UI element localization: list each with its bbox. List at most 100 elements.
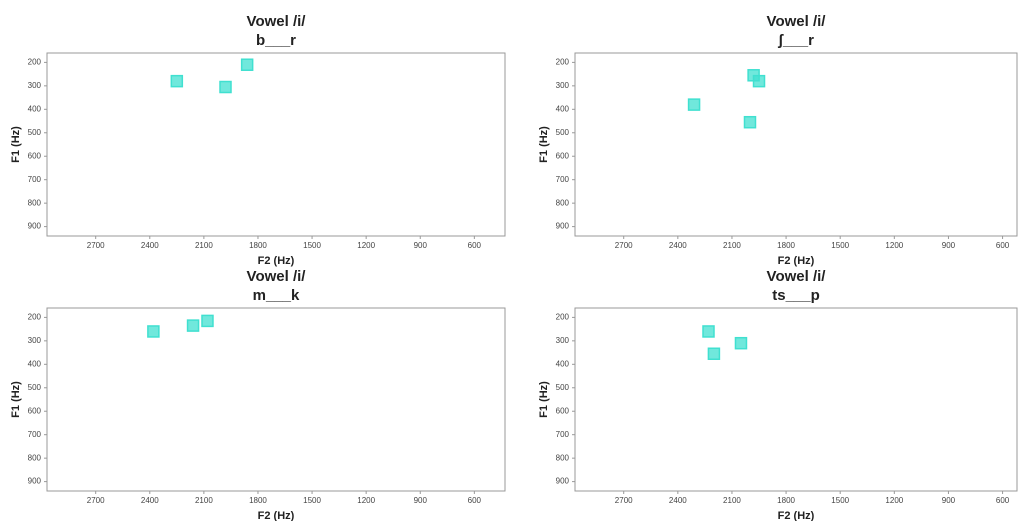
x-tick-label: 2100 (723, 241, 741, 250)
x-tick-label: 2700 (87, 496, 105, 505)
y-tick-label: 500 (28, 383, 42, 392)
y-tick-label: 800 (556, 198, 570, 207)
x-tick-label: 600 (468, 241, 482, 250)
chart-panel: Vowel /i/m___k 200 300 400 500 600 700 800 900 27… (10, 268, 506, 521)
x-tick-label: 1800 (777, 241, 795, 250)
y-axis-label: F1 (Hz) (10, 381, 22, 418)
x-tick-label: 1200 (357, 496, 375, 505)
x-tick-label: 900 (414, 496, 428, 505)
y-tick-label: 200 (556, 57, 570, 66)
x-tick-label: 1800 (777, 496, 795, 505)
chart-subtitle: b___r (256, 32, 296, 49)
point (702, 325, 715, 338)
y-tick-label: 900 (28, 477, 42, 486)
x-tick-label: 1500 (831, 496, 849, 505)
point (734, 336, 748, 350)
y-tick-label: 400 (28, 104, 42, 113)
y-tick-label: 700 (28, 430, 42, 439)
y-tick-label: 300 (28, 81, 42, 90)
y-tick-label: 500 (556, 383, 570, 392)
y-tick-label: 800 (28, 198, 42, 207)
x-tick-label: 2700 (87, 241, 105, 250)
x-tick-label: 900 (414, 241, 428, 250)
point (240, 58, 254, 71)
chart-subtitle: ʃ___r (777, 32, 814, 49)
x-tick-label: 1200 (357, 241, 375, 250)
x-tick-label: 1500 (303, 241, 321, 250)
x-tick-label: 1500 (303, 496, 321, 505)
point (170, 74, 184, 88)
x-tick-label: 2100 (723, 496, 741, 505)
chart-subtitle: ts___p (772, 287, 820, 304)
x-tick-label: 1800 (249, 496, 267, 505)
x-tick-label: 2100 (195, 496, 213, 505)
y-tick-label: 900 (556, 477, 570, 486)
y-axis-label: F1 (Hz) (538, 126, 550, 163)
x-tick-label: 1500 (831, 241, 849, 250)
y-tick-label: 800 (28, 453, 42, 462)
y-tick-label: 900 (28, 222, 42, 231)
x-tick-label: 2400 (141, 496, 159, 505)
y-tick-label: 500 (28, 128, 42, 137)
x-tick-label: 1800 (249, 241, 267, 250)
x-tick-label: 2400 (669, 496, 687, 505)
chart-panel: Vowel /i/ts___p 200 300 400 500 600 700 800 900 2… (538, 268, 1018, 521)
y-tick-label: 600 (28, 151, 42, 160)
point (201, 314, 214, 328)
plot-area (574, 307, 1018, 492)
y-tick-label: 600 (556, 406, 570, 415)
y-tick-label: 700 (556, 175, 570, 184)
point (752, 74, 766, 88)
point (743, 115, 757, 129)
y-tick-label: 300 (556, 336, 570, 345)
x-tick-label: 600 (996, 496, 1010, 505)
x-tick-label: 2400 (669, 241, 687, 250)
y-tick-label: 200 (28, 312, 42, 321)
x-tick-label: 1200 (885, 496, 903, 505)
x-tick-label: 2100 (195, 241, 213, 250)
point (147, 325, 160, 338)
x-tick-label: 2400 (141, 241, 159, 250)
point (707, 347, 721, 360)
y-tick-label: 200 (556, 312, 570, 321)
plot-area (46, 307, 506, 492)
y-tick-label: 500 (556, 128, 570, 137)
plot-area (574, 52, 1018, 237)
x-tick-label: 900 (942, 496, 956, 505)
y-tick-label: 400 (28, 359, 42, 368)
y-tick-label: 400 (556, 359, 570, 368)
chart-panel: Vowel /i/b___r 200 300 400 500 600 700 800 900 27… (10, 13, 506, 267)
point (219, 80, 232, 94)
x-axis-label: F2 (Hz) (778, 255, 815, 267)
y-tick-label: 700 (556, 430, 570, 439)
x-tick-label: 900 (942, 241, 956, 250)
x-tick-label: 1200 (885, 241, 903, 250)
x-axis-label: F2 (Hz) (778, 510, 815, 521)
y-tick-label: 300 (556, 81, 570, 90)
chart-title: Vowel /i/ (247, 13, 307, 30)
x-tick-label: 2700 (615, 241, 633, 250)
x-tick-label: 600 (468, 496, 482, 505)
y-tick-label: 200 (28, 57, 42, 66)
chart-subtitle: m___k (253, 287, 300, 304)
y-tick-label: 600 (556, 151, 570, 160)
y-axis-label: F1 (Hz) (538, 381, 550, 418)
x-tick-label: 600 (996, 241, 1010, 250)
y-tick-label: 400 (556, 104, 570, 113)
y-tick-label: 700 (28, 175, 42, 184)
chart-panel: Vowel /i/ʃ___r 200 300 400 500 600 700 800 900 27… (538, 13, 1018, 267)
y-axis-label: F1 (Hz) (10, 126, 22, 163)
x-tick-label: 2700 (615, 496, 633, 505)
y-tick-label: 600 (28, 406, 42, 415)
chart-title: Vowel /i/ (247, 268, 307, 285)
y-tick-label: 800 (556, 453, 570, 462)
y-tick-label: 300 (28, 336, 42, 345)
plot-area (46, 52, 506, 237)
y-tick-label: 900 (556, 222, 570, 231)
x-axis-label: F2 (Hz) (258, 510, 295, 521)
chart-title: Vowel /i/ (767, 13, 827, 30)
chart-title: Vowel /i/ (767, 268, 827, 285)
point (687, 98, 701, 111)
x-axis-label: F2 (Hz) (258, 255, 295, 267)
